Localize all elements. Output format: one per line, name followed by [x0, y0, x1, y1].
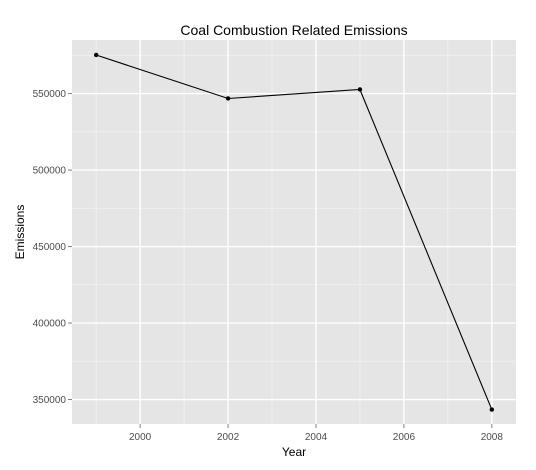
y-tick-label: 400000	[33, 319, 67, 330]
data-point	[93, 52, 99, 58]
y-tick-label: 350000	[33, 395, 67, 406]
data-point	[357, 87, 363, 92]
y-axis-title: Emissions	[13, 205, 27, 260]
y-tick-label: 500000	[33, 166, 67, 177]
x-tick-label: 2000	[129, 432, 152, 443]
x-tick-label: 2002	[217, 432, 240, 443]
x-tick-label: 2004	[305, 432, 328, 443]
y-tick-label: 550000	[33, 89, 67, 100]
chart-title: Coal Combustion Related Emissions	[180, 22, 407, 38]
y-axis: 350000 400000 450000 500000 550000	[33, 89, 72, 406]
x-axis-title: Year	[282, 445, 306, 459]
x-axis: 2000 2002 2004 2006 2008	[129, 424, 503, 443]
y-tick-label: 450000	[33, 242, 67, 253]
data-point	[489, 407, 495, 412]
x-tick-label: 2006	[393, 432, 416, 443]
series-line	[96, 54, 493, 410]
plot-area	[72, 40, 516, 424]
data-point	[225, 96, 231, 101]
x-tick-label: 2008	[481, 432, 504, 443]
plot-panel-background	[72, 40, 516, 424]
